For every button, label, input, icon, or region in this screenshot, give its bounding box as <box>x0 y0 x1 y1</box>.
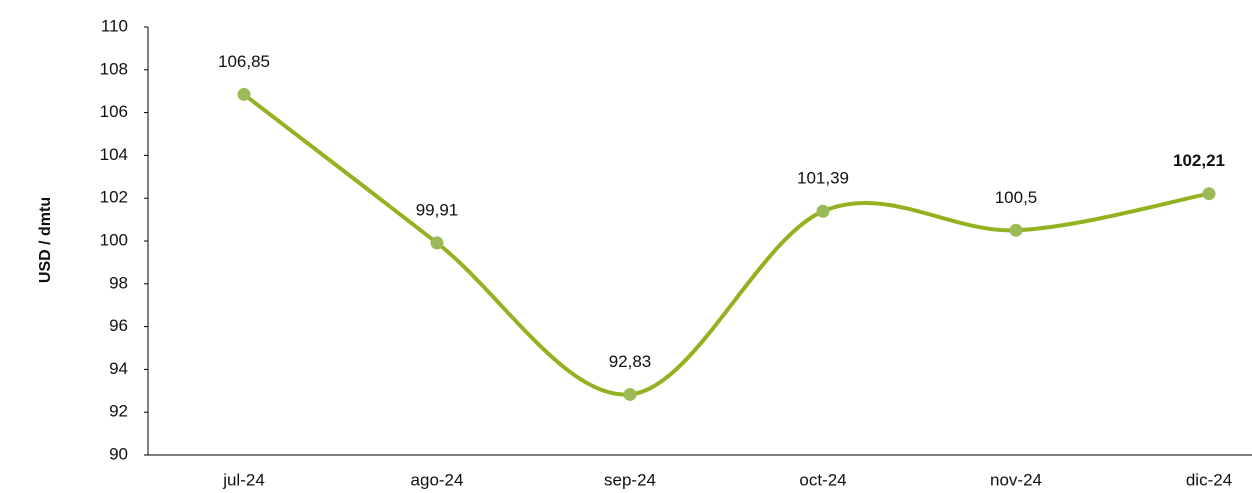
y-tick-label: 90 <box>109 444 128 463</box>
y-axis-label: USD / dmtu <box>37 197 54 283</box>
y-tick-label: 96 <box>109 316 128 335</box>
point <box>816 204 830 218</box>
x-tick-label: sep-24 <box>604 470 656 489</box>
data-label: 106,85 <box>218 52 270 71</box>
y-tick-label: 106 <box>100 102 128 121</box>
y-tick-label: 104 <box>100 145 128 164</box>
data-label: 101,39 <box>797 169 849 188</box>
y-tick-label: 110 <box>101 16 128 35</box>
x-tick-label: oct-24 <box>799 470 846 489</box>
y-tick-label: 108 <box>100 59 128 78</box>
x-tick-label: ago-24 <box>411 470 464 489</box>
x-tick-label: jul-24 <box>222 470 265 489</box>
y-tick-label: 100 <box>100 230 128 249</box>
y-tick-label: 98 <box>109 273 128 292</box>
data-label: 100,5 <box>995 188 1038 207</box>
data-label: 99,91 <box>416 200 459 219</box>
y-tick-label: 92 <box>109 402 128 421</box>
point <box>430 236 444 250</box>
y-tick-label: 102 <box>100 188 128 207</box>
point <box>237 87 251 101</box>
point <box>1009 223 1023 237</box>
x-tick-label: nov-24 <box>990 470 1042 489</box>
x-tick-label: dic-24 <box>1186 470 1232 489</box>
line <box>242 92 1210 397</box>
data-label: 102,21 <box>1173 151 1225 170</box>
y-tick-label: 94 <box>109 359 128 378</box>
data-label: 92,83 <box>609 352 652 371</box>
point <box>623 387 637 401</box>
point <box>1202 187 1216 201</box>
